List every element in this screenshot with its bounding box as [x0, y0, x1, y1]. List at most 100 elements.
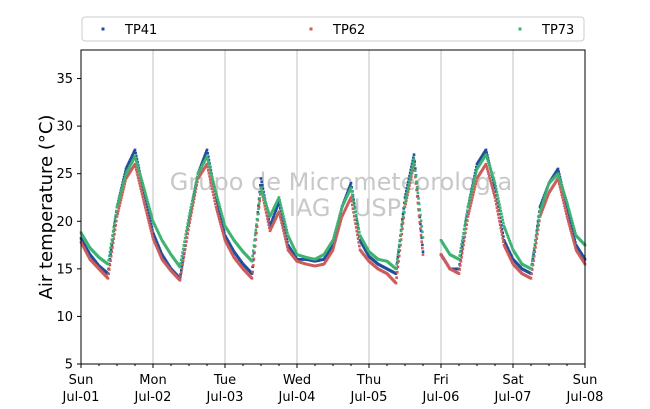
data-point: [180, 267, 184, 270]
data-point: [358, 244, 361, 248]
data-point: [574, 231, 577, 235]
data-point: [271, 222, 275, 226]
data-point: [408, 176, 412, 180]
data-point: [496, 201, 499, 205]
data-point: [218, 219, 222, 223]
data-point: [157, 232, 161, 235]
data-point: [400, 224, 404, 228]
data-point: [131, 152, 135, 156]
data-point: [570, 231, 573, 235]
data-point: [572, 224, 575, 228]
data-point: [461, 241, 465, 244]
data-point: [260, 180, 263, 184]
data-point: [536, 228, 540, 232]
data-point: [505, 244, 508, 248]
data-point: [462, 231, 465, 235]
data-point: [275, 200, 279, 203]
x-tick-label-date: Jul-08: [566, 390, 604, 405]
data-point: [397, 245, 401, 248]
data-point: [559, 188, 562, 191]
legend-item-tp73: TP73: [518, 23, 574, 38]
data-point: [460, 255, 463, 259]
data-point: [260, 188, 263, 192]
data-point: [397, 248, 400, 252]
data-point: [215, 196, 219, 199]
data-point: [282, 217, 286, 221]
data-point: [457, 258, 461, 261]
data-point: [287, 235, 290, 239]
data-point: [134, 157, 137, 161]
data-point: [219, 222, 222, 225]
data-point: [214, 191, 218, 195]
data-point: [504, 229, 508, 233]
data-point: [332, 234, 336, 237]
data-point: [155, 246, 159, 249]
data-point: [213, 186, 217, 189]
data-point: [265, 214, 269, 217]
data-point: [343, 200, 346, 203]
data-point: [332, 246, 335, 249]
data-point: [280, 221, 283, 224]
data-point: [491, 189, 495, 192]
data-point: [147, 214, 151, 217]
data-point: [408, 174, 411, 178]
data-point: [510, 255, 514, 258]
data-point: [187, 228, 190, 232]
data-point: [395, 262, 398, 266]
data-point: [124, 167, 128, 171]
data-point: [154, 239, 158, 242]
data-point: [491, 175, 495, 179]
data-point: [212, 181, 215, 184]
data-point: [348, 189, 352, 192]
data-point: [509, 257, 512, 260]
data-point: [397, 254, 401, 258]
data-point: [462, 239, 466, 243]
data-point: [253, 251, 256, 254]
data-point: [507, 254, 511, 258]
data-point: [219, 215, 222, 218]
data-point: [547, 193, 550, 196]
data-point: [159, 236, 163, 239]
data-point: [537, 218, 541, 222]
data-point: [409, 168, 413, 172]
data-point: [118, 196, 121, 199]
data-point: [153, 241, 157, 245]
data-point: [278, 213, 281, 216]
data-point: [188, 209, 192, 212]
data-point: [277, 196, 281, 199]
data-point: [537, 224, 541, 227]
data-point: [338, 215, 341, 218]
data-point: [417, 202, 421, 206]
data-point: [534, 234, 538, 238]
data-point: [532, 247, 536, 250]
data-point: [465, 213, 469, 216]
data-point: [572, 227, 576, 230]
data-point: [264, 208, 267, 211]
data-point: [335, 224, 339, 228]
data-point: [129, 156, 133, 160]
x-tick-label-day: Sun: [69, 373, 94, 388]
data-point: [270, 211, 274, 214]
data-point: [543, 201, 547, 205]
data-point: [118, 193, 122, 197]
data-point: [271, 224, 274, 227]
data-point: [470, 189, 474, 192]
data-point: [474, 182, 478, 186]
data-point: [343, 208, 347, 212]
data-point: [399, 234, 402, 237]
data-point: [158, 234, 162, 238]
data-point: [194, 181, 198, 185]
data-point: [404, 190, 408, 193]
data-point: [352, 198, 355, 201]
data-point: [106, 277, 110, 280]
data-point: [568, 216, 571, 220]
data-point: [138, 170, 141, 174]
data-point: [341, 204, 344, 207]
data-point: [541, 208, 544, 212]
data-point: [260, 190, 264, 194]
data-point: [152, 232, 155, 236]
data-point: [286, 245, 289, 249]
data-point: [500, 212, 503, 216]
data-point: [563, 192, 566, 196]
data-point: [413, 167, 417, 170]
